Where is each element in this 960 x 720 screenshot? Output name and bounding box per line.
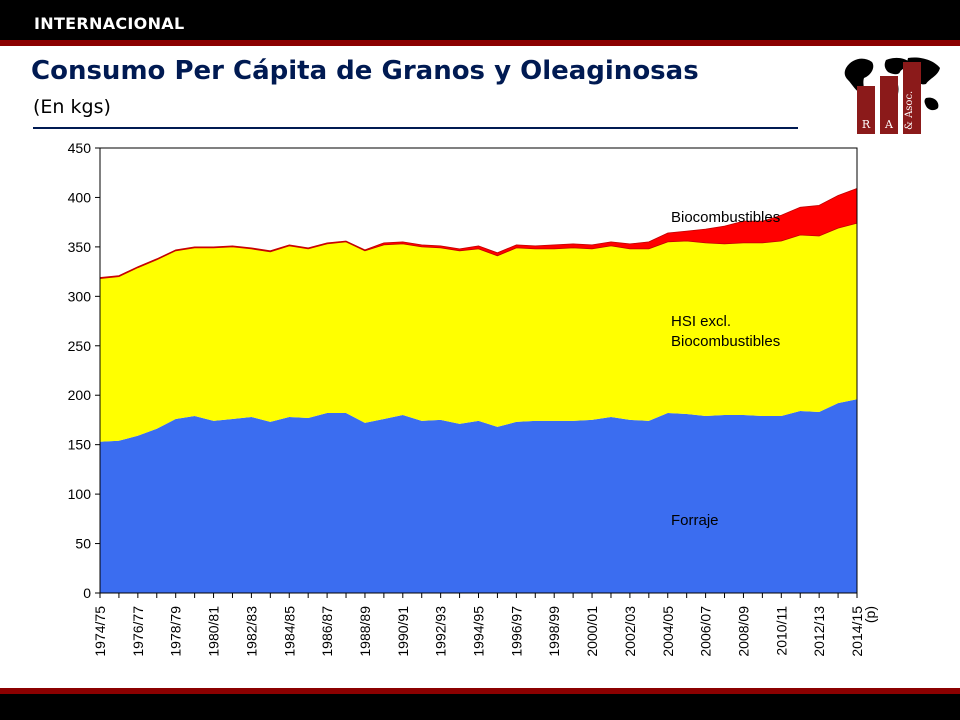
- annotation-forraje: Forraje: [671, 512, 719, 529]
- page-title: Consumo Per Cápita de Granos y Oleaginos…: [31, 56, 699, 86]
- x-tick-label: 1982/83: [243, 606, 259, 657]
- x-tick-label: 1976/77: [130, 606, 146, 657]
- logo-bar-asoc: [903, 62, 921, 134]
- x-tick-label: 2000/01: [584, 606, 600, 657]
- x-tick-label: 2002/03: [622, 606, 638, 657]
- series-area-hsi: [100, 223, 857, 442]
- x-tick-label: 1984/85: [281, 606, 297, 657]
- y-tick-label: 450: [68, 140, 92, 156]
- logo-letter-r: R: [862, 118, 871, 131]
- x-tick-label: 2008/09: [735, 606, 751, 657]
- x-tick-label: 1990/91: [395, 606, 411, 657]
- x-tick-label: 2010/11: [773, 606, 789, 656]
- x-tick-note: (p): [862, 606, 878, 623]
- y-tick-label: 350: [68, 239, 92, 255]
- y-tick-label: 100: [68, 486, 92, 502]
- x-tick-label: 2014/15: [849, 606, 865, 657]
- annotation-hsi: HSI excl. Biocombustibles: [671, 313, 780, 350]
- y-tick-label: 150: [68, 437, 92, 453]
- header-accent-stripe: [0, 40, 960, 46]
- y-tick-label: 0: [83, 585, 91, 601]
- header-bar: [0, 0, 960, 40]
- x-tick-label: 1994/95: [471, 606, 487, 657]
- logo-letter-asoc: & Asoc.: [904, 91, 915, 130]
- logo-bar-a: [880, 76, 898, 134]
- x-tick-label: 1980/81: [206, 606, 222, 657]
- x-tick-label: 2006/07: [698, 606, 714, 657]
- y-tick-label: 250: [68, 338, 92, 354]
- x-tick-label: 1988/89: [357, 606, 373, 657]
- footer-bar: [0, 694, 960, 720]
- series-area-forraje: [100, 399, 857, 593]
- annotation-biocombustibles: Biocombustibles: [671, 209, 780, 226]
- section-label: INTERNACIONAL: [34, 14, 185, 33]
- y-axis: 0 50 100 150 200 250 300 350 400 450: [68, 140, 100, 601]
- y-tick-label: 50: [75, 536, 91, 552]
- logo-letter-a: A: [884, 118, 894, 131]
- x-tick-label: 1992/93: [433, 606, 449, 657]
- y-tick-label: 200: [68, 387, 92, 403]
- annotations-group: Biocombustibles HSI excl. Biocombustibles F…: [671, 209, 780, 529]
- x-tick-label: 1986/87: [319, 606, 335, 657]
- title-divider: [33, 127, 798, 129]
- y-tick-label: 300: [68, 288, 92, 304]
- footer-accent-stripe: [0, 688, 960, 694]
- world-map-bars-logo: R A & Asoc.: [844, 57, 940, 134]
- y-tick-label: 400: [68, 189, 92, 205]
- logo-bar-r: [857, 86, 875, 134]
- x-tick-label: 1996/97: [508, 606, 524, 657]
- x-tick-label: 1974/75: [92, 606, 108, 657]
- x-tick-label: 1978/79: [168, 606, 184, 657]
- x-tick-label: 2004/05: [660, 606, 676, 657]
- area-series-group: [99, 187, 858, 593]
- x-tick-label: 1998/99: [546, 606, 562, 657]
- page-subtitle: (En kgs): [33, 96, 111, 118]
- x-axis: 1974/75 1976/77 1978/79 1980/81 1982/83 1984/…: [92, 593, 878, 657]
- x-tick-label: 2012/13: [811, 606, 827, 657]
